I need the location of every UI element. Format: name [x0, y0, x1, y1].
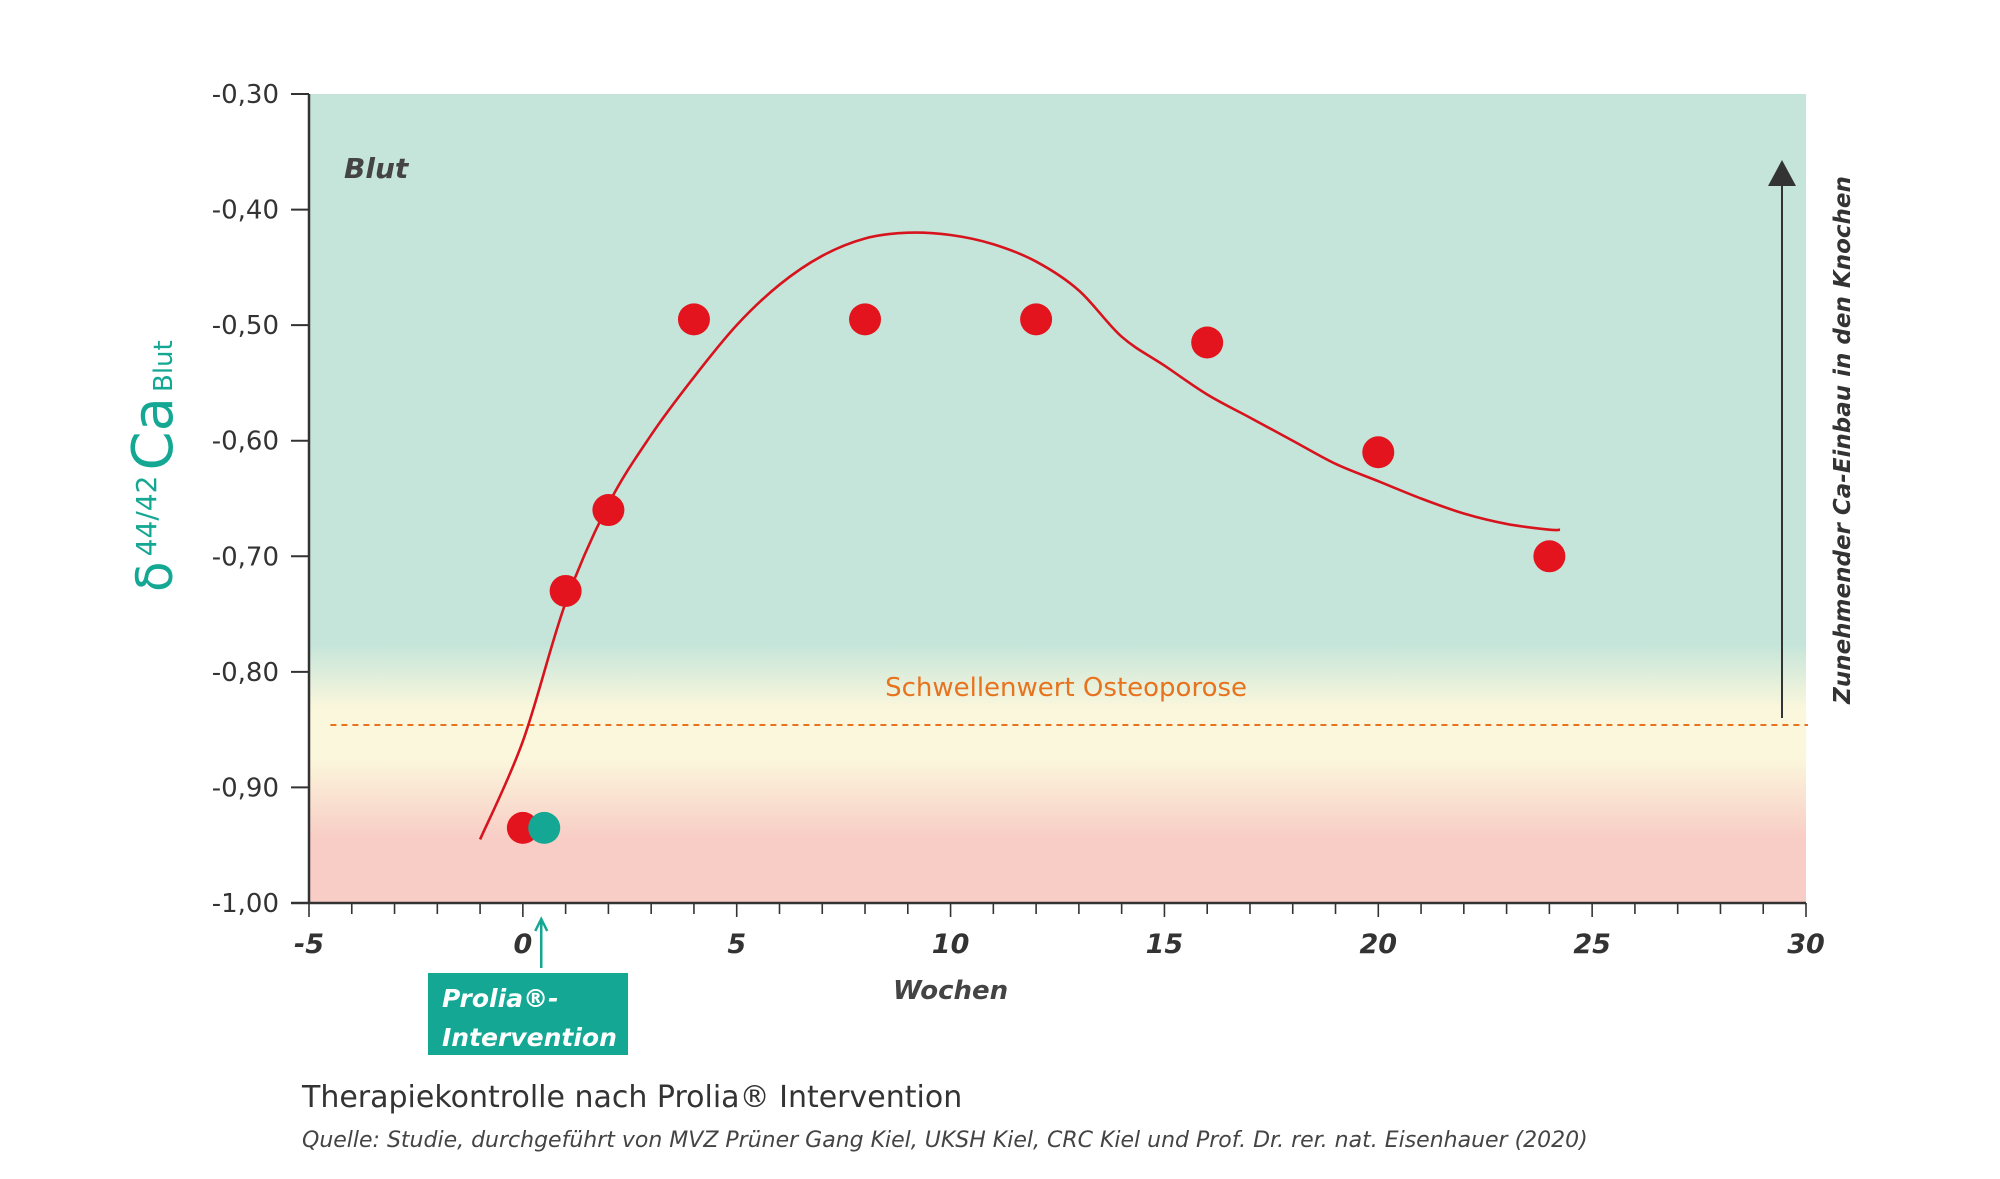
y-tick-label: -0,50 [212, 311, 279, 341]
region-label: Blut [344, 152, 410, 185]
y-tick-label: -0,30 [212, 80, 279, 110]
data-point [1533, 540, 1566, 573]
data-point [677, 303, 710, 336]
y-tick-label: -0,90 [212, 773, 279, 803]
y-label-ca: Ca [121, 397, 186, 470]
data-point [549, 574, 582, 607]
x-tick-label: 5 [727, 929, 746, 960]
chart-caption-title: Therapiekontrolle nach Prolia® Intervent… [302, 1080, 963, 1115]
y-tick-label: -0,40 [212, 196, 279, 226]
data-point [1191, 326, 1224, 359]
intervention-arrow-icon [534, 916, 549, 968]
fit-curve [478, 231, 1561, 840]
y-tick-label: -1,00 [212, 889, 279, 919]
chart-caption-source: Quelle: Studie, durchgeführt von MVZ Prü… [302, 1128, 1588, 1153]
x-tick-label: 0 [513, 929, 532, 960]
intervention-line2: Intervention [442, 1023, 617, 1052]
data-point-baseline [528, 811, 561, 844]
x-axis-label: Wochen [893, 976, 1008, 1006]
up-arrow-head [1768, 160, 1796, 186]
plot-background [309, 94, 1806, 903]
intervention-line1: Prolia®- [442, 984, 559, 1013]
x-tick-label: -5 [294, 929, 324, 960]
y-tick-label: -0,60 [212, 427, 279, 457]
intervention-arrow-head [534, 916, 549, 932]
y-label-delta: δ [126, 561, 184, 592]
y-label-subscript: Blut [149, 340, 179, 392]
svg-text:δ 44/42 Ca B: δ 44/42 Ca Blut [121, 340, 186, 592]
y-tick-label: -0,80 [212, 658, 279, 688]
x-tick-label: 10 [932, 929, 970, 960]
intervention-label-box: Prolia®- Intervention [428, 973, 628, 1055]
data-point [1020, 303, 1053, 336]
y-label-superscript: 44/42 [130, 476, 163, 557]
threshold-label: Schwellenwert Osteoporose [885, 673, 1247, 703]
right-side-label: Zunehmender Ca-Einbau in den Knochen [1830, 176, 1856, 705]
x-tick-label: 30 [1787, 929, 1825, 960]
data-point [1362, 436, 1395, 469]
x-tick-label: 20 [1359, 929, 1397, 960]
y-axis-label: δ 44/42 Ca Blut [121, 340, 186, 592]
data-point [592, 494, 625, 527]
y-tick-label: -0,70 [212, 542, 279, 572]
data-point [849, 303, 882, 336]
up-arrow-icon [1768, 160, 1796, 718]
x-tick-label: 25 [1573, 929, 1611, 960]
x-tick-label: 15 [1146, 929, 1184, 960]
